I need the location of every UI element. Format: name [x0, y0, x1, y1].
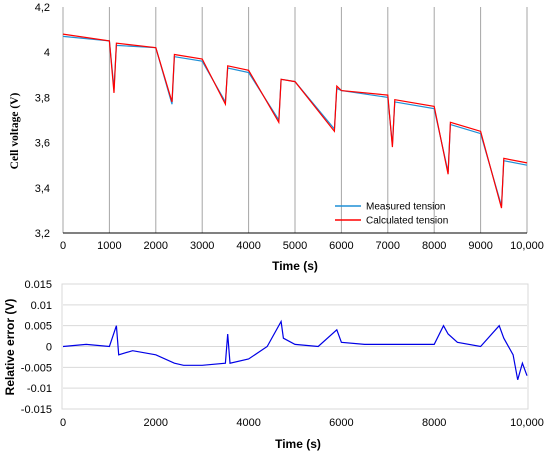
- error-y-tick-label: 0.01: [31, 300, 52, 312]
- error-chart-x-ticks: 0 2000 4000 6000 8000 10,000: [60, 417, 544, 429]
- error-chart-series: [62, 319, 528, 380]
- relative-error-line: [62, 319, 528, 380]
- error-x-tick-label: 0: [60, 417, 66, 429]
- voltage-chart: 0 1000 2000 3000 4000 5000 6000 7000 8000 9000 10,…: [9, 2, 544, 273]
- voltage-chart-x-ticks: 0 1000 2000 3000 4000 5000 6000 7000 8000 9000 10,…: [60, 240, 544, 252]
- voltage-chart-y-title: Cell voltage (V): [9, 93, 21, 170]
- voltage-chart-y-ticks: 3,2 3,4 3,6 3,8 4 4,2: [35, 2, 50, 240]
- voltage-x-tick-label: 0: [60, 240, 66, 252]
- voltage-x-tick-label: 2000: [144, 240, 168, 252]
- error-y-tick-label: 0.015: [24, 279, 52, 291]
- voltage-y-tick-label: 3,6: [35, 138, 50, 150]
- error-y-tick-label: -0.015: [21, 404, 52, 416]
- voltage-y-tick-label: 4,2: [35, 2, 50, 14]
- voltage-y-tick-label: 4: [44, 47, 50, 59]
- error-x-tick-label: 2000: [144, 417, 168, 429]
- error-chart-y-ticks: -0.015 -0.01 -0.005 0 0.005 0.01 0.015: [21, 279, 52, 416]
- error-x-tick-label: 6000: [329, 417, 353, 429]
- voltage-x-tick-label: 3000: [190, 240, 214, 252]
- legend-label-measured: Measured tension: [366, 202, 446, 213]
- voltage-x-tick-label: 9000: [468, 240, 492, 252]
- voltage-y-tick-label: 3,2: [35, 228, 50, 240]
- voltage-x-tick-label: 4000: [236, 240, 260, 252]
- voltage-chart-grid: [62, 7, 528, 234]
- error-chart-x-title: Time (s): [275, 437, 321, 451]
- voltage-chart-series: [62, 33, 528, 209]
- voltage-x-tick-label: 10,000: [510, 240, 544, 252]
- calculated-tension-line: [62, 33, 528, 209]
- voltage-x-tick-label: 7000: [376, 240, 400, 252]
- voltage-chart-x-title: Time (s): [272, 259, 318, 273]
- error-y-tick-label: -0.01: [27, 383, 52, 395]
- error-y-tick-label: 0.005: [24, 321, 52, 333]
- voltage-chart-legend: Measured tension Calculated tension: [335, 202, 448, 227]
- error-chart-y-title: Relative error (V): [3, 299, 17, 396]
- error-y-tick-label: 0: [46, 342, 52, 354]
- error-x-tick-label: 10,000: [510, 417, 544, 429]
- voltage-x-tick-label: 6000: [329, 240, 353, 252]
- voltage-x-tick-label: 8000: [422, 240, 446, 252]
- voltage-x-tick-label: 1000: [97, 240, 121, 252]
- voltage-y-tick-label: 3,8: [35, 92, 50, 104]
- voltage-y-tick-label: 3,4: [35, 183, 50, 195]
- error-x-tick-label: 4000: [236, 417, 260, 429]
- error-chart: 0 2000 4000 6000 8000 10,000 -0.015 -0.01 -0.00…: [3, 279, 544, 451]
- legend-label-calculated: Calculated tension: [366, 216, 448, 227]
- voltage-x-tick-label: 5000: [283, 240, 307, 252]
- error-x-tick-label: 8000: [422, 417, 446, 429]
- error-y-tick-label: -0.005: [21, 362, 52, 374]
- error-chart-grid: [63, 283, 527, 410]
